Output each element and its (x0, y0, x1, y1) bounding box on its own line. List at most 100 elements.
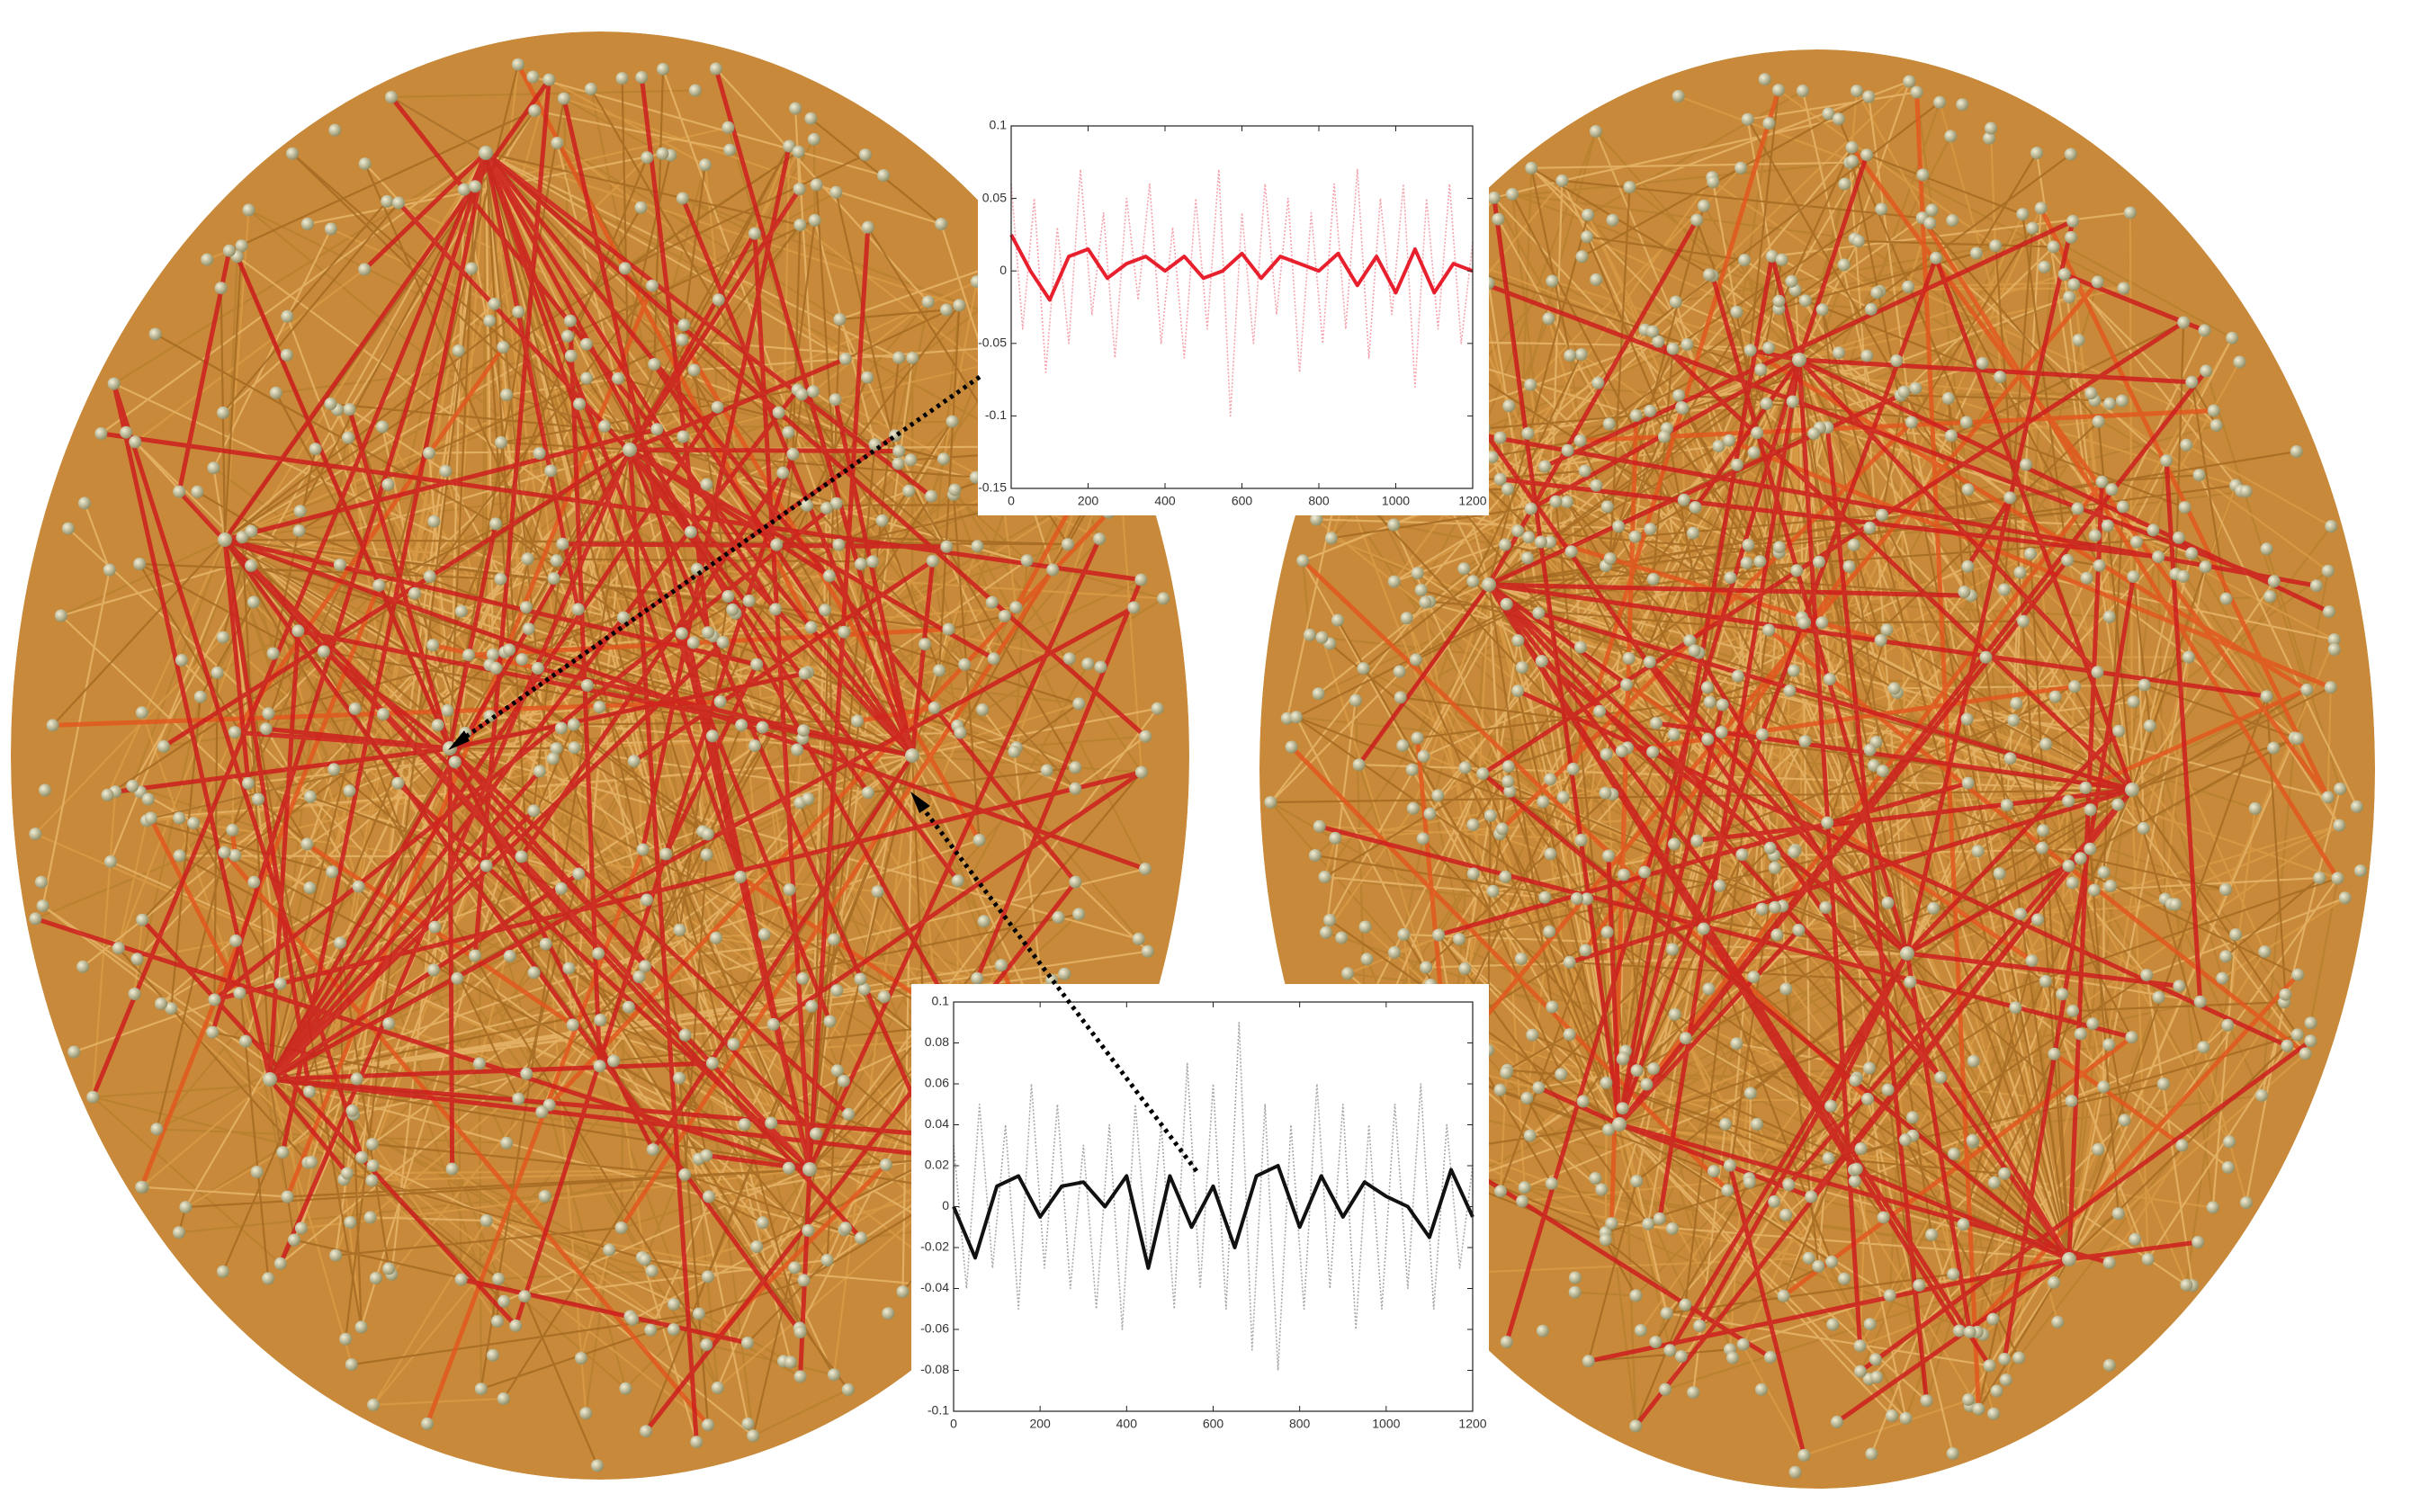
network-node (2063, 291, 2075, 303)
network-node (500, 1137, 513, 1150)
network-node (1946, 214, 1958, 227)
network-node (706, 729, 719, 742)
network-node (2102, 1039, 2115, 1051)
figure: -0.15-0.1-0.0500.050.1020040060080010001… (0, 0, 2411, 1512)
network-node (1900, 1412, 1913, 1425)
network-node (1557, 791, 1570, 803)
network-node (126, 780, 139, 792)
network-node (1979, 651, 1992, 664)
network-node (575, 1352, 587, 1364)
x-tick-label: 600 (1203, 1417, 1224, 1431)
network-node (1600, 1233, 1612, 1246)
network-node (1714, 880, 1726, 892)
network-node (318, 645, 330, 658)
network-node (2258, 945, 2271, 958)
network-node (523, 622, 535, 635)
network-node (948, 484, 961, 497)
network-node (1410, 653, 1422, 666)
network-node (842, 1383, 855, 1396)
network-node (919, 638, 931, 650)
network-node (1590, 273, 1602, 286)
network-node (712, 1382, 724, 1394)
network-node (1730, 1037, 1743, 1050)
network-node (802, 1224, 814, 1237)
network-node (262, 1272, 274, 1284)
network-node (555, 722, 568, 735)
network-node (702, 1418, 714, 1431)
network-node (646, 1265, 659, 1277)
network-node (1072, 908, 1085, 920)
network-node (1854, 1339, 1867, 1352)
network-node (1590, 125, 1602, 138)
network-node (2180, 439, 2192, 452)
network-node (1538, 891, 1551, 904)
network-node (1582, 1355, 1595, 1367)
network-node (619, 262, 632, 274)
network-node (1667, 343, 1680, 355)
network-node (2098, 866, 2111, 879)
network-node (391, 777, 404, 790)
network-node (1501, 598, 1513, 611)
network-node (1095, 661, 1107, 674)
network-node (2219, 883, 2232, 896)
network-node (1680, 1032, 1692, 1044)
network-node (1494, 473, 1507, 486)
network-node (29, 828, 41, 840)
network-node (637, 844, 650, 856)
network-node (1511, 634, 1524, 647)
network-node (1511, 684, 1524, 697)
network-node (726, 604, 739, 616)
network-node (933, 664, 946, 676)
network-node (942, 623, 955, 636)
network-node (1630, 409, 1643, 422)
network-node (623, 1001, 635, 1014)
network-node (1882, 1084, 1895, 1096)
network-node (647, 1143, 659, 1156)
network-node (2016, 208, 2029, 220)
network-node (580, 338, 593, 351)
network-node (1880, 623, 1893, 636)
network-node (657, 148, 669, 160)
network-node (173, 486, 185, 498)
network-node (2157, 1078, 2170, 1090)
network-node (558, 93, 570, 105)
network-node (1607, 214, 1619, 227)
network-node (489, 662, 502, 675)
network-node (327, 763, 340, 775)
network-node (1601, 926, 1614, 938)
network-node (1325, 532, 1338, 544)
network-node (706, 1057, 719, 1069)
network-node (1668, 728, 1681, 740)
network-node (2279, 989, 2291, 1001)
network-node (1555, 1068, 1567, 1080)
network-node (1824, 1100, 1837, 1113)
x-tick-label: 1000 (1372, 1417, 1400, 1431)
network-node (2039, 975, 2052, 988)
network-node (1947, 1447, 1959, 1460)
network-node (367, 1159, 380, 1172)
network-node (770, 539, 783, 551)
network-node (1870, 1371, 1883, 1383)
network-node (301, 218, 314, 230)
network-node (370, 1272, 382, 1284)
network-node (2093, 559, 2106, 572)
network-node (344, 1216, 356, 1229)
network-node (1838, 178, 1851, 191)
network-node (1576, 250, 1589, 263)
network-node (1961, 713, 1974, 726)
network-node (788, 1261, 801, 1274)
network-node (2039, 738, 2052, 750)
network-node (776, 467, 789, 479)
network-node (2126, 1031, 2138, 1043)
network-node (1069, 876, 1081, 889)
network-node (1833, 346, 1845, 359)
network-node (1397, 928, 1410, 941)
network-node (1515, 953, 1528, 965)
network-node (2001, 799, 2013, 811)
network-node (2118, 282, 2130, 295)
network-node (179, 1201, 192, 1213)
network-node (2081, 572, 2093, 585)
network-node (462, 649, 475, 661)
y-tick-label: 0 (999, 263, 1007, 277)
network-node (1650, 717, 1663, 729)
